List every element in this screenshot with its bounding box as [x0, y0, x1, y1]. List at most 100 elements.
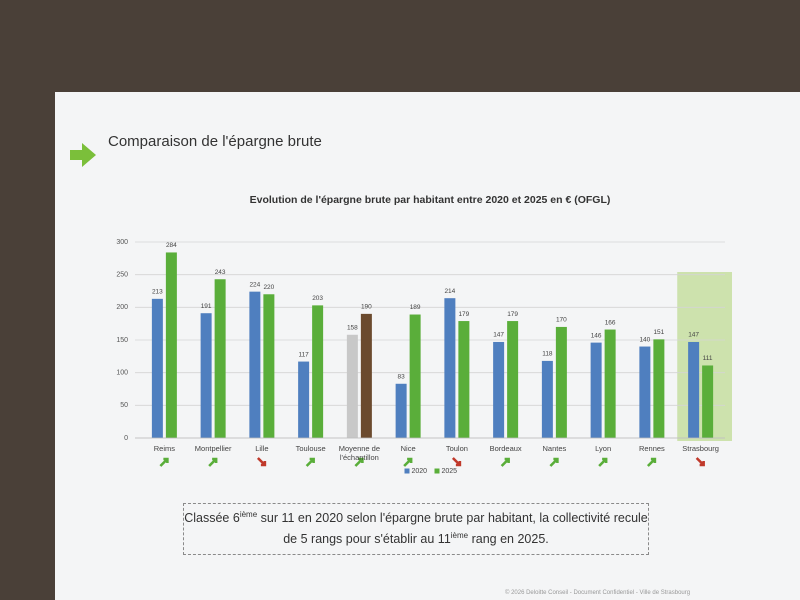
trend-arrow: [500, 457, 510, 467]
bar: [249, 291, 261, 438]
trend-arrow: [305, 457, 315, 467]
bar: [604, 329, 616, 438]
bar: [214, 279, 226, 438]
bar: [263, 294, 275, 438]
value-label: 140: [639, 336, 650, 343]
bar: [458, 321, 470, 438]
value-label: 111: [703, 355, 713, 362]
value-label: 158: [347, 324, 358, 331]
heading-arrow: [70, 143, 96, 167]
bar: [590, 342, 602, 438]
x-tick-label: Nantes: [542, 444, 567, 453]
bar: [444, 298, 456, 438]
value-label: 179: [507, 311, 518, 318]
y-tick-label: 200: [116, 304, 128, 311]
bar: [555, 326, 567, 438]
value-label: 203: [312, 295, 323, 302]
trend-arrow: [549, 457, 559, 467]
callout: Classée 6ième sur 11 en 2020 selon l'épa…: [183, 503, 649, 555]
bar: [395, 383, 407, 438]
value-label: 213: [152, 289, 163, 296]
trend-arrow-up: [500, 457, 510, 467]
callout-text: sur 11 en 2020 selon l'épargne brute par…: [257, 511, 648, 546]
trend-arrow: [208, 457, 218, 467]
trend-arrow-down: [256, 457, 267, 467]
bar: [653, 339, 665, 438]
trend-arrow: [646, 457, 657, 467]
x-tick-label: Strasbourg: [682, 444, 719, 453]
x-tick-label: Lyon: [595, 444, 612, 453]
bar: [360, 313, 372, 438]
trend-arrow: [159, 457, 169, 467]
x-tick-label: Nice: [400, 444, 416, 453]
callout-sup: ième: [239, 509, 258, 519]
trend-arrow-down: [695, 457, 705, 467]
trend-arrow: [403, 457, 413, 467]
bar: [702, 365, 714, 438]
value-label: 83: [398, 373, 406, 380]
trend-arrow: [451, 457, 462, 467]
value-label: 214: [444, 288, 455, 295]
bar: [639, 346, 651, 438]
trend-arrow-up: [354, 457, 364, 467]
value-label: 146: [591, 332, 602, 339]
value-label: 147: [493, 332, 504, 339]
y-tick-label: 300: [116, 239, 128, 246]
bar: [541, 360, 553, 438]
value-label: 284: [166, 242, 177, 249]
y-tick-label: 250: [116, 272, 128, 279]
y-tick-label: 0: [124, 435, 128, 442]
value-label: 189: [410, 304, 421, 311]
y-tick-label: 150: [116, 337, 128, 344]
y-tick-label: 100: [116, 370, 128, 377]
bar: [688, 341, 700, 438]
trend-arrow-up: [549, 457, 559, 467]
footer: © 2026 Deloitte Conseil - Document Confi…: [505, 590, 691, 596]
bar: [493, 341, 505, 438]
value-label: 190: [361, 304, 372, 311]
value-label: 224: [249, 281, 260, 288]
value-label: 151: [653, 329, 664, 336]
trend-arrow: [354, 457, 364, 467]
trend-arrow: [598, 457, 608, 467]
bar: [507, 321, 519, 438]
x-tick-label: Toulouse: [295, 444, 326, 453]
callout-sup: ième: [450, 530, 469, 540]
chart-title: Evolution de l'épargne brute par habitan…: [250, 194, 611, 206]
value-label: 147: [688, 332, 699, 339]
trend-arrow-up: [598, 457, 608, 467]
value-label: 118: [542, 351, 553, 358]
x-tick-label: Montpellier: [194, 444, 232, 453]
x-tick-label: Toulon: [445, 444, 468, 453]
value-label: 170: [556, 317, 567, 324]
legend-label: 2020: [412, 468, 428, 475]
legend-label: 2025: [442, 468, 458, 475]
slide-heading: Comparaison de l'épargne brute: [108, 133, 322, 150]
x-tick-label: Moyenne de l'échantillon: [338, 444, 381, 462]
slide: [55, 92, 800, 600]
legend-swatch: [404, 468, 410, 474]
value-label: 243: [215, 269, 226, 276]
value-label: 117: [298, 351, 309, 358]
bar: [200, 313, 212, 438]
bar: [165, 252, 177, 438]
bar: [151, 298, 163, 438]
callout-text: Classée 6: [184, 511, 240, 525]
value-label: 179: [458, 311, 469, 318]
value-label: 166: [605, 319, 616, 326]
y-tick-label: 50: [120, 402, 128, 409]
bar: [298, 361, 310, 438]
bar: [312, 305, 324, 438]
bar: [346, 334, 358, 438]
trend-arrow-up: [646, 457, 657, 467]
x-tick-label: Bordeaux: [489, 444, 522, 453]
trend-arrow-up: [305, 457, 315, 467]
x-tick-label: Reims: [153, 444, 175, 453]
legend-swatch: [434, 468, 440, 474]
trend-arrow-up: [159, 457, 169, 467]
trend-arrow-down: [451, 457, 462, 467]
value-label: 220: [263, 284, 274, 291]
trend-arrow-up: [208, 457, 218, 467]
